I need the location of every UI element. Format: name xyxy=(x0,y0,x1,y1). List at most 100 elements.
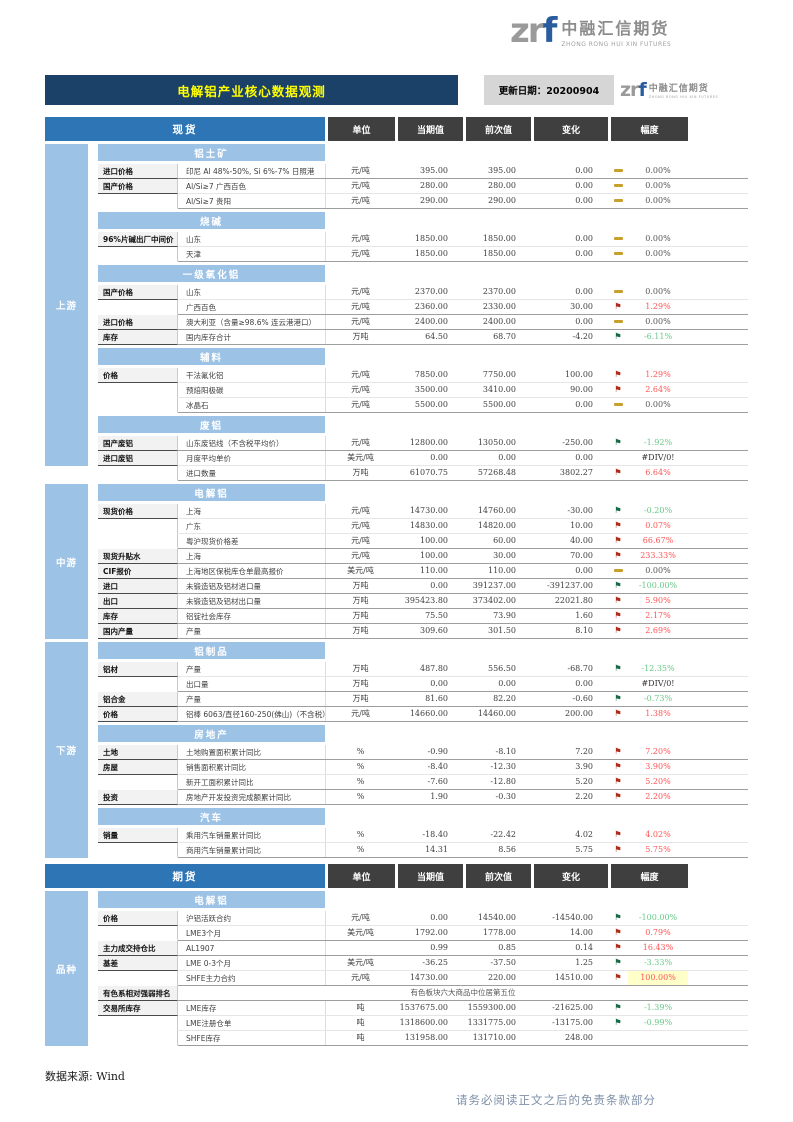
column-header-unit: 单位 xyxy=(328,864,395,888)
previous-value-cell: 68.70 xyxy=(493,332,516,341)
unit-cell: 元/吨 xyxy=(325,911,395,925)
change-value-cell: 0.00 xyxy=(575,287,593,296)
row-label xyxy=(98,534,178,549)
report-header: 电解铝产业核心数据观测 更新日期：20200904 zrf 中融汇信期货 ZHO… xyxy=(45,75,748,105)
change-value-cell: -30.00 xyxy=(567,506,593,515)
range-cell: 0.00% xyxy=(645,400,671,409)
previous-value-cell: 110.00 xyxy=(488,566,516,575)
range-cell: 2.64% xyxy=(645,385,671,394)
column-header-previous: 前次值 xyxy=(466,864,531,888)
column-header-current: 当期值 xyxy=(398,117,463,141)
trend-flag-icon xyxy=(608,451,628,465)
range-cell: 1.29% xyxy=(645,302,671,311)
row-sublabel: 山东 xyxy=(186,287,201,297)
current-value-cell: 0.00 xyxy=(430,913,448,922)
trend-flag-icon xyxy=(608,707,628,721)
unit-cell: 美元/吨 xyxy=(325,451,395,465)
previous-value-cell: 0.00 xyxy=(498,679,516,688)
trend-flag-icon xyxy=(608,534,628,548)
row-sublabel: 广东 xyxy=(186,521,201,531)
band-midstream: 中游 xyxy=(45,484,88,639)
previous-value-cell: -8.10 xyxy=(495,747,516,756)
previous-value-cell: 13050.00 xyxy=(477,438,516,447)
change-value-cell: -250.00 xyxy=(562,438,593,447)
trend-flag-icon xyxy=(608,285,628,299)
current-value-cell: 5500.00 xyxy=(414,400,448,409)
change-value-cell: -68.70 xyxy=(567,664,593,673)
table-row: Al/Si≥7 贵阳 元/吨 290.00 290.00 0.00 0.00% xyxy=(98,194,748,209)
range-cell: 66.67% xyxy=(642,536,674,545)
row-label xyxy=(98,519,178,534)
row-label xyxy=(98,398,178,413)
previous-value-cell: 131710.00 xyxy=(472,1033,516,1042)
trend-flag-icon xyxy=(608,677,628,691)
unit-cell: 万吨 xyxy=(325,594,395,608)
table-row: LME注册仓单 吨 1318600.00 1331775.00 -13175.00 -0.… xyxy=(98,1016,748,1031)
row-sublabel: 新开工面积累计同比 xyxy=(186,777,254,787)
range-cell: -0.73% xyxy=(643,694,673,703)
current-value-cell: 61070.75 xyxy=(409,468,448,477)
row-sublabel: 干法氟化铝 xyxy=(186,370,224,380)
current-value-cell: 14660.00 xyxy=(409,709,448,718)
row-sublabel: 广西百色 xyxy=(186,302,216,312)
previous-value-cell: 14820.00 xyxy=(477,521,516,530)
current-value-cell: 3500.00 xyxy=(414,385,448,394)
row-label xyxy=(98,1016,178,1031)
previous-value-cell: -12.30 xyxy=(490,762,516,771)
row-sublabel: 上海 xyxy=(186,506,201,516)
current-value-cell: 1537675.00 xyxy=(399,1003,448,1012)
previous-value-cell: 391237.00 xyxy=(472,581,516,590)
row-label xyxy=(98,383,178,398)
range-cell: #DIV/0! xyxy=(641,679,675,688)
row-label: 进口价格 xyxy=(98,164,178,179)
table-row: 出口量 万吨 0.00 0.00 0.00 #DIV/0! xyxy=(98,677,748,692)
previous-value-cell: 1559300.00 xyxy=(467,1003,516,1012)
row-label: 价格 xyxy=(98,911,178,926)
unit-cell: 元/吨 xyxy=(325,519,395,533)
table-row: 价格 铝棒 6063/直径160-250(佛山)（不含税） 元/吨 14660.00 1… xyxy=(98,707,748,722)
logo-company-name: 中融汇信期货 xyxy=(561,18,670,38)
row-label xyxy=(98,677,178,692)
current-value-cell: 395.00 xyxy=(420,166,448,175)
trend-flag-icon xyxy=(608,232,628,246)
change-value-cell: 248.00 xyxy=(565,1033,593,1042)
row-label: 主力成交持仓比 xyxy=(98,941,178,956)
change-value-cell: 200.00 xyxy=(565,709,593,718)
range-cell: -1.39% xyxy=(643,1003,673,1012)
current-value-cell: -36.25 xyxy=(422,958,448,967)
unit-cell: 元/吨 xyxy=(325,179,395,193)
current-value-cell: 14.31 xyxy=(425,845,448,854)
table-row: 广西百色 元/吨 2360.00 2330.00 30.00 1.29% xyxy=(98,300,748,315)
change-value-cell: 0.00 xyxy=(575,166,593,175)
range-cell: -12.35% xyxy=(641,664,675,673)
unit-cell: 元/吨 xyxy=(325,534,395,548)
trend-flag-icon xyxy=(608,828,628,842)
current-value-cell: 2370.00 xyxy=(414,287,448,296)
trend-flag-icon xyxy=(608,1031,628,1045)
row-label: CIF报价 xyxy=(98,564,178,579)
unit-cell: 美元/吨 xyxy=(325,564,395,578)
unit-cell: 元/吨 xyxy=(325,549,395,563)
range-cell: 0.00% xyxy=(645,249,671,258)
previous-value-cell: 60.00 xyxy=(493,536,516,545)
unit-cell: 元/吨 xyxy=(325,436,395,450)
row-sublabel: 销售面积累计同比 xyxy=(186,762,246,772)
table-row: SHFE主力合约 元/吨 14730.00 220.00 14510.00 100.00% xyxy=(98,971,748,986)
row-label: 国产价格 xyxy=(98,179,178,194)
current-value-cell: 75.50 xyxy=(425,611,448,620)
current-value-cell: 0.00 xyxy=(430,679,448,688)
table-row: SHFE库存 吨 131958.00 131710.00 248.00 xyxy=(98,1031,748,1046)
current-value-cell: 81.60 xyxy=(425,694,448,703)
range-cell: 5.20% xyxy=(645,777,671,786)
change-value-cell: 2.20 xyxy=(575,792,593,801)
change-value-cell: 7.20 xyxy=(575,747,593,756)
update-date: 更新日期：20200904 xyxy=(484,75,614,105)
spot-table: 现货 单位 当期值 前次值 变化 幅度 铝土矿 进口价格 印尼 Al 48%-50… xyxy=(45,117,748,858)
spot-table-body: 铝土矿 进口价格 印尼 Al 48%-50%, Si 6%-7% 日照港 元/吨 39… xyxy=(45,144,748,858)
column-header-range: 幅度 xyxy=(611,117,688,141)
change-value-cell: 0.00 xyxy=(575,181,593,190)
